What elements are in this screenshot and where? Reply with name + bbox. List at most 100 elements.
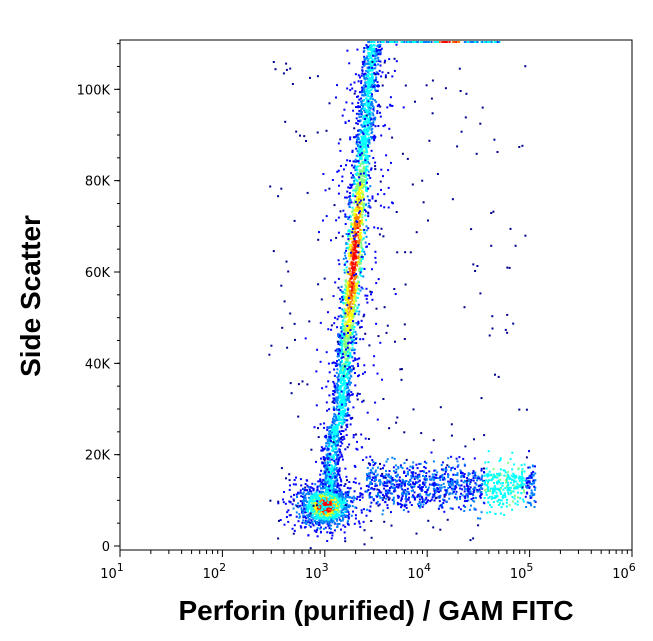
data-point xyxy=(411,474,414,477)
data-point xyxy=(347,511,350,513)
data-point xyxy=(362,137,365,140)
data-point xyxy=(323,472,326,475)
data-point xyxy=(379,45,382,48)
data-point xyxy=(343,411,346,414)
data-point xyxy=(344,408,347,411)
data-point xyxy=(329,440,332,442)
data-point xyxy=(326,540,329,542)
data-point xyxy=(350,186,353,189)
data-point xyxy=(353,490,356,493)
data-point xyxy=(356,179,359,182)
data-point xyxy=(443,510,446,513)
data-point xyxy=(372,62,375,65)
data-point xyxy=(347,369,350,372)
data-point xyxy=(314,512,317,515)
data-point xyxy=(359,164,362,167)
data-point xyxy=(449,478,452,481)
data-point xyxy=(334,474,336,477)
data-point xyxy=(357,119,360,122)
data-point xyxy=(363,183,366,186)
data-point xyxy=(365,180,368,183)
data-point xyxy=(350,514,353,517)
data-point xyxy=(526,484,529,487)
data-point xyxy=(438,505,441,508)
data-point xyxy=(349,291,352,294)
data-point xyxy=(346,304,349,307)
data-point xyxy=(376,227,379,230)
data-point xyxy=(362,520,365,523)
data-point xyxy=(334,476,337,479)
data-point xyxy=(486,482,489,485)
data-point xyxy=(504,494,507,496)
data-point xyxy=(341,322,344,325)
data-point xyxy=(459,484,462,487)
data-point xyxy=(344,357,347,360)
data-point xyxy=(358,257,361,260)
data-point xyxy=(347,392,350,395)
data-point xyxy=(344,413,347,415)
data-point xyxy=(352,208,355,211)
data-point xyxy=(331,493,334,496)
data-point xyxy=(346,292,349,295)
data-point xyxy=(343,389,346,392)
data-point xyxy=(310,486,313,489)
data-point xyxy=(358,495,361,498)
data-point xyxy=(349,251,352,254)
data-point xyxy=(361,66,364,69)
data-point xyxy=(343,342,345,345)
data-point xyxy=(356,323,359,326)
data-point xyxy=(348,513,351,516)
data-point xyxy=(444,493,447,496)
data-point xyxy=(397,496,400,499)
data-point xyxy=(467,474,470,477)
data-point xyxy=(320,449,323,452)
data-point xyxy=(324,483,327,486)
data-point xyxy=(330,469,333,472)
data-point xyxy=(324,189,327,192)
data-point xyxy=(344,483,347,486)
data-point xyxy=(315,494,318,497)
data-point xyxy=(370,149,373,152)
data-point xyxy=(370,168,372,171)
data-point xyxy=(350,225,352,228)
data-point xyxy=(374,165,377,168)
data-point xyxy=(350,222,353,225)
data-point xyxy=(360,509,363,512)
data-point xyxy=(349,159,351,162)
data-point xyxy=(336,360,338,363)
data-point xyxy=(346,504,349,507)
data-point xyxy=(343,269,346,271)
data-point xyxy=(369,496,372,499)
data-point xyxy=(343,531,346,534)
data-point xyxy=(349,302,352,305)
data-point xyxy=(338,473,341,476)
data-point xyxy=(374,161,377,164)
data-point xyxy=(336,170,339,173)
data-point xyxy=(348,283,351,286)
data-point xyxy=(422,503,425,506)
data-point xyxy=(346,159,349,162)
data-point xyxy=(340,374,343,377)
data-point xyxy=(315,511,318,513)
data-point xyxy=(338,484,341,487)
data-point xyxy=(320,526,322,529)
data-point xyxy=(359,499,361,501)
data-point xyxy=(359,186,362,189)
data-point xyxy=(388,491,391,494)
data-point xyxy=(466,477,469,479)
data-point xyxy=(359,145,362,148)
data-point xyxy=(357,152,360,155)
data-point xyxy=(356,189,359,192)
data-point xyxy=(347,186,350,189)
data-point xyxy=(472,497,475,500)
data-point xyxy=(353,212,356,215)
data-point xyxy=(296,495,298,498)
data-point xyxy=(345,249,347,252)
data-point xyxy=(345,333,348,336)
data-point xyxy=(316,527,319,530)
data-point xyxy=(340,399,343,402)
data-point xyxy=(496,476,499,479)
data-point xyxy=(329,496,332,499)
data-point xyxy=(313,426,316,429)
data-point xyxy=(317,498,320,501)
